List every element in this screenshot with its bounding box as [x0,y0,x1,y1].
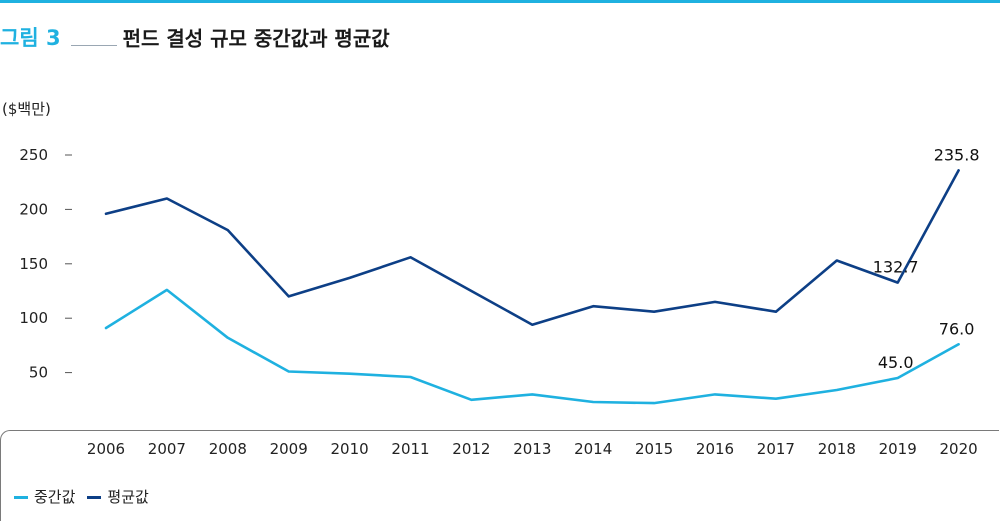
y-tick-label: 50 [29,364,48,382]
x-tick-label: 2009 [270,440,308,458]
x-tick-label: 2015 [635,440,673,458]
x-tick-label: 2008 [209,440,247,458]
y-tick-label: 200 [19,200,48,218]
series-line-mean [104,169,960,327]
legend-label: 중간값 [34,488,76,506]
x-tick-label: 2017 [757,440,795,458]
legend-label: 평균값 [107,488,149,506]
x-tick-label: 2012 [452,440,490,458]
x-tick-label: 2019 [879,440,917,458]
data-label: 76.0 [939,319,975,338]
series-line-median [104,288,960,405]
line-chart: 250 200 150 100 50 2006 2007 2008 2009 2010 2011 20… [19,145,980,458]
x-tick-label: 2006 [87,440,125,458]
y-tick-label: 100 [19,309,48,327]
data-label: 45.0 [878,353,914,372]
figure-label: 그림 3 [0,26,61,50]
y-tick-label: 150 [19,255,48,273]
figure-header: 그림 3 펀드 결성 규모 중간값과 평균값 [0,22,390,52]
title-divider-line [70,44,117,46]
legend-swatch [14,496,28,499]
legend: 중간값 평균값 [14,486,161,507]
x-tick-label: 2018 [818,440,856,458]
x-tick-label: 2016 [696,440,734,458]
legend-swatch [87,496,102,499]
chart-frame [0,430,999,521]
x-tick-label: 2007 [148,440,186,458]
top-accent-rule [0,0,1000,3]
figure-title: 펀드 결성 규모 중간값과 평균값 [122,26,390,51]
legend-item: 평균값 [87,486,149,507]
y-axis-unit-label: ($백만) [2,100,51,118]
legend-item: 중간값 [14,486,75,507]
data-label: 132.7 [873,258,919,277]
x-tick-label: 2011 [391,440,429,458]
y-tick-label: 250 [19,146,48,164]
x-tick-label: 2020 [940,440,978,458]
x-tick-label: 2010 [331,440,369,458]
x-tick-label: 2014 [574,440,612,458]
data-label: 235.8 [934,145,980,164]
x-tick-label: 2013 [513,440,551,458]
